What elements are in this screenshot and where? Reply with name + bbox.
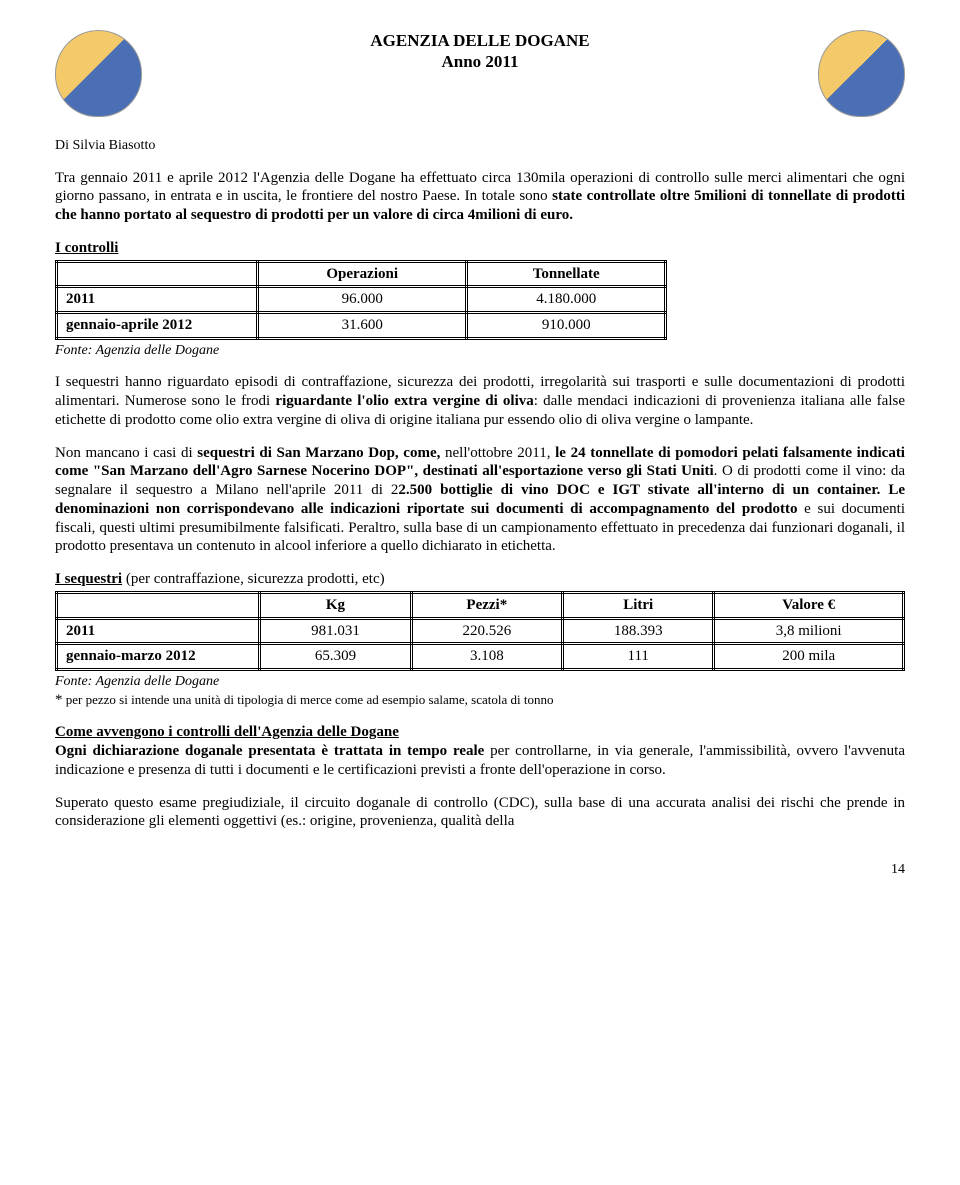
table1-col1: Operazioni — [257, 261, 466, 287]
logo-left — [55, 30, 142, 117]
author: Di Silvia Biasotto — [55, 137, 905, 155]
table2-col4: Valore € — [714, 592, 904, 618]
p4-heading: Come avvengono i controlli dell'Agenzia … — [55, 723, 905, 742]
table2-r1-c1: 981.031 — [260, 618, 411, 644]
note-text: per pezzo si intende una unità di tipolo… — [63, 692, 554, 707]
p3-t2: sequestri di San Marzano Dop, come, — [197, 445, 440, 461]
table2-r1-c2: 220.526 — [411, 618, 562, 644]
table2-source: Fonte: Agenzia delle Dogane — [55, 673, 905, 691]
table2-heading-main: I sequestri — [55, 571, 122, 587]
table2-note: * per pezzo si intende una unità di tipo… — [55, 691, 905, 710]
table2-r2-c2: 3.108 — [411, 644, 562, 670]
paragraph-5: Superato questo esame pregiudiziale, il … — [55, 794, 905, 832]
title-line-2: Anno 2011 — [142, 51, 818, 72]
paragraph-2: I sequestri hanno riguardato episodi di … — [55, 373, 905, 429]
p2-t2: riguardante l'olio extra vergine di oliv… — [275, 393, 533, 409]
table2-r2-c1: 65.309 — [260, 644, 411, 670]
header: AGENZIA DELLE DOGANE Anno 2011 — [55, 30, 905, 117]
note-star: * — [55, 692, 63, 708]
logo-right — [818, 30, 905, 117]
table2-col2: Pezzi* — [411, 592, 562, 618]
table1-source: Fonte: Agenzia delle Dogane — [55, 342, 905, 360]
table2-r1-label: 2011 — [57, 618, 260, 644]
table2-r2-c3: 111 — [563, 644, 714, 670]
p3-t1: Non mancano i casi di — [55, 445, 197, 461]
paragraph-4: Ogni dichiarazione doganale presentata è… — [55, 742, 905, 780]
p4-t1: Ogni dichiarazione doganale presentata è… — [55, 743, 484, 759]
table2-heading-extra: (per contraffazione, sicurezza prodotti,… — [122, 571, 385, 587]
table1-r1-c2: 4.180.000 — [467, 287, 666, 313]
table2-r2-label: gennaio-marzo 2012 — [57, 644, 260, 670]
table2-r1-c4: 3,8 milioni — [714, 618, 904, 644]
table2-r1-c3: 188.393 — [563, 618, 714, 644]
table1-col2: Tonnellate — [467, 261, 666, 287]
title-block: AGENZIA DELLE DOGANE Anno 2011 — [142, 30, 818, 73]
table1-r2-c1: 31.600 — [257, 313, 466, 339]
intro-paragraph: Tra gennaio 2011 e aprile 2012 l'Agenzia… — [55, 169, 905, 225]
table1-r1-label: 2011 — [57, 287, 258, 313]
table-sequestri: Kg Pezzi* Litri Valore € 2011 981.031 22… — [55, 591, 905, 671]
table1-heading: I controlli — [55, 239, 905, 258]
table1-r2-label: gennaio-aprile 2012 — [57, 313, 258, 339]
paragraph-3: Non mancano i casi di sequestri di San M… — [55, 444, 905, 557]
table1-r2-c2: 910.000 — [467, 313, 666, 339]
table1-r1-c1: 96.000 — [257, 287, 466, 313]
title-line-1: AGENZIA DELLE DOGANE — [142, 30, 818, 51]
table-controlli: Operazioni Tonnellate 2011 96.000 4.180.… — [55, 260, 667, 340]
table2-heading: I sequestri (per contraffazione, sicurez… — [55, 570, 905, 589]
p3-t3: nell'ottobre 2011, — [440, 445, 555, 461]
page-number: 14 — [55, 861, 905, 879]
table2-r2-c4: 200 mila — [714, 644, 904, 670]
table2-col1: Kg — [260, 592, 411, 618]
table2-col3: Litri — [563, 592, 714, 618]
